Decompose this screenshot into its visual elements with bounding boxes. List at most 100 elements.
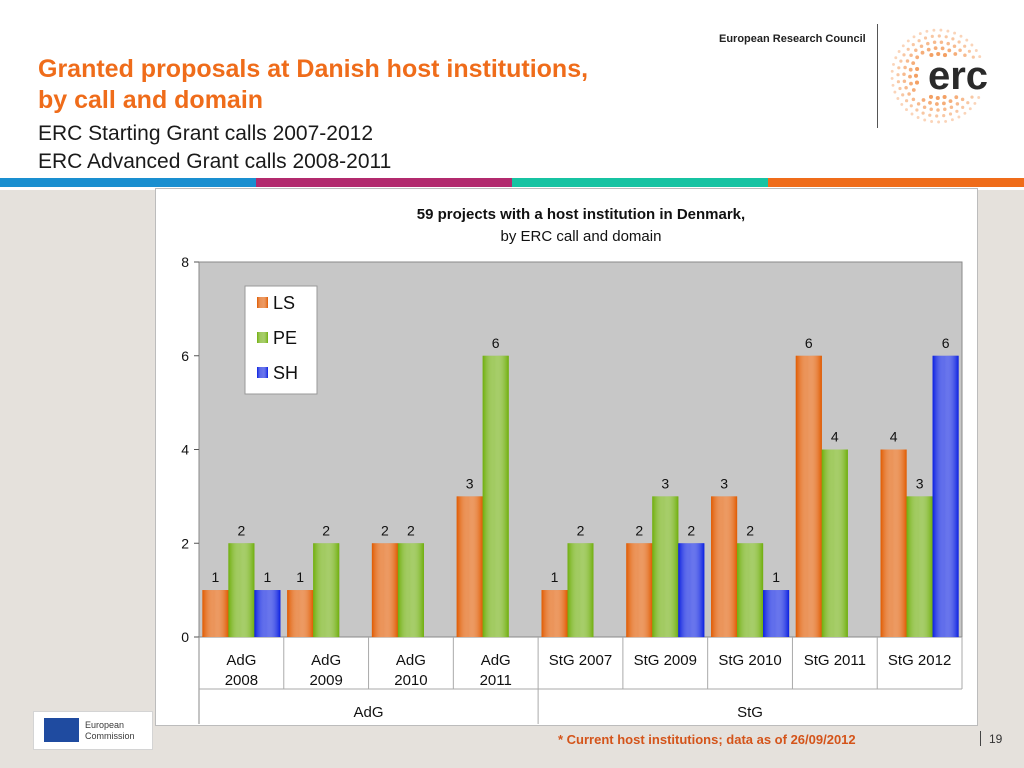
x-tick-label-line: 2008 bbox=[225, 672, 258, 689]
color-band-segment bbox=[256, 178, 512, 187]
logo-dot bbox=[932, 28, 936, 32]
x-tick-label: AdG 2011 bbox=[480, 652, 512, 689]
bar-shading bbox=[652, 496, 679, 637]
legend-label: PE bbox=[273, 328, 297, 348]
bar-shading bbox=[626, 543, 653, 638]
logo-dot bbox=[905, 99, 909, 103]
logo-dot bbox=[961, 105, 965, 109]
logo-dot bbox=[908, 67, 913, 72]
data-label: 2 bbox=[407, 522, 415, 538]
logo-dot bbox=[916, 116, 920, 119]
logo-dot bbox=[942, 101, 946, 106]
logo-dot bbox=[920, 50, 925, 55]
logo-dot bbox=[953, 31, 957, 35]
logo-dot bbox=[903, 65, 907, 70]
data-label: 2 bbox=[238, 522, 246, 538]
logo-dot bbox=[911, 61, 916, 65]
logo-dot bbox=[926, 47, 931, 52]
chart-title: 59 projects with a host institution in D… bbox=[417, 206, 745, 223]
logo-dot bbox=[948, 112, 953, 116]
logo-dot bbox=[906, 47, 910, 51]
bar-shading bbox=[821, 449, 848, 637]
color-band-strip bbox=[0, 178, 1024, 187]
color-band-segment bbox=[0, 178, 256, 187]
data-label: 4 bbox=[831, 429, 839, 445]
logo-dot bbox=[929, 52, 934, 58]
data-label: 3 bbox=[466, 475, 474, 491]
bar-shading bbox=[482, 355, 509, 638]
color-band-segment bbox=[512, 178, 768, 187]
logo-dot bbox=[970, 43, 974, 47]
group-label: StG bbox=[737, 704, 763, 721]
slide-title-line-2: by call and domain bbox=[38, 86, 264, 114]
ec-logo-line-1: European bbox=[85, 720, 125, 730]
logo-dot bbox=[929, 107, 933, 112]
logo-dot bbox=[928, 94, 934, 99]
footnote: * Current host institutions; data as of … bbox=[558, 732, 856, 747]
logo-dot bbox=[893, 90, 897, 94]
chart-panel: 59 projects with a host institution in D… bbox=[155, 188, 978, 726]
x-tick-label: AdG 2010 bbox=[394, 652, 427, 689]
legend-swatch-shading bbox=[257, 367, 268, 378]
erc-logo-icon: erc bbox=[890, 28, 988, 124]
data-label: 1 bbox=[264, 569, 272, 585]
data-label: 3 bbox=[661, 475, 669, 491]
logo-dot bbox=[960, 97, 965, 102]
logo-dot bbox=[908, 74, 912, 79]
logo-dot bbox=[930, 34, 934, 38]
data-label: 1 bbox=[551, 569, 559, 585]
eu-flag-icon bbox=[44, 718, 79, 742]
legend-swatch-shading bbox=[257, 332, 268, 343]
x-tick-label: StG 2012 bbox=[888, 652, 951, 669]
logo-dot bbox=[965, 38, 969, 42]
logo-dot bbox=[896, 80, 900, 84]
logo-dot bbox=[943, 107, 947, 112]
data-label: 2 bbox=[577, 522, 585, 538]
slide-title: Granted proposals at Danish host institu… bbox=[38, 54, 588, 116]
slide-subtitle: ERC Starting Grant calls 2007-2012 ERC A… bbox=[38, 120, 391, 176]
bar-shading bbox=[678, 543, 705, 638]
logo-dot bbox=[946, 29, 950, 33]
bar-shading bbox=[711, 496, 738, 637]
ec-logo-line-2: Commission bbox=[85, 731, 135, 741]
logo-dot bbox=[937, 120, 941, 124]
logo-dot bbox=[913, 73, 919, 78]
bar-chart: 59 projects with a host institution in D… bbox=[181, 206, 963, 724]
logo-dot bbox=[899, 59, 903, 63]
logo-dot bbox=[970, 95, 974, 99]
legend-swatch-shading bbox=[257, 297, 268, 308]
logo-dot bbox=[898, 86, 902, 91]
logo-dot bbox=[978, 55, 982, 59]
logo-dot bbox=[922, 105, 927, 109]
logo-dot bbox=[942, 114, 946, 118]
group-label: AdG bbox=[354, 704, 384, 721]
data-label: 3 bbox=[720, 475, 728, 491]
x-tick-label-line: StG 2012 bbox=[888, 652, 951, 669]
logo-dot bbox=[966, 101, 970, 105]
logo-dot bbox=[953, 52, 958, 56]
logo-dot bbox=[939, 40, 944, 44]
data-label: 2 bbox=[635, 522, 643, 538]
x-tick-label-line: AdG bbox=[396, 652, 426, 669]
bar-shading bbox=[254, 590, 281, 637]
logo-dot bbox=[910, 112, 914, 116]
x-tick-label: StG 2007 bbox=[549, 652, 612, 669]
x-tick-label-line: 2009 bbox=[309, 672, 342, 689]
data-label: 2 bbox=[381, 522, 389, 538]
x-tick-label-line: AdG bbox=[226, 652, 256, 669]
logo-dot bbox=[963, 111, 967, 115]
data-label: 1 bbox=[296, 569, 304, 585]
slide-title-line-1: Granted proposals at Danish host institu… bbox=[38, 55, 589, 83]
data-label: 2 bbox=[746, 522, 754, 538]
bar-shading bbox=[763, 590, 790, 637]
bar-shading bbox=[906, 496, 933, 637]
logo-dot bbox=[950, 118, 954, 122]
logo-dot bbox=[896, 73, 900, 77]
bar-shading bbox=[397, 543, 424, 638]
slide-subtitle-line-2: ERC Advanced Grant calls 2008-2011 bbox=[38, 150, 392, 173]
page-number-separator bbox=[980, 731, 981, 746]
logo-dot bbox=[930, 120, 934, 123]
logo-dot bbox=[942, 94, 947, 100]
logo-dot bbox=[928, 100, 932, 105]
logo-dot bbox=[909, 53, 913, 57]
